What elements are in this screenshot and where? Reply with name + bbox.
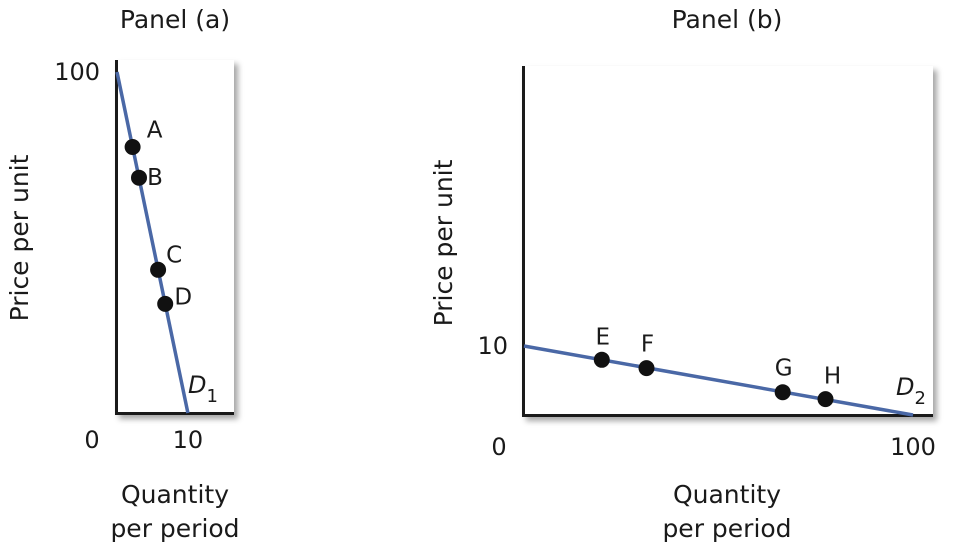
panel-a-plot-area [115,60,234,415]
panel-b: Panel (b) Price per unit Quantity per pe… [429,5,936,543]
panel-b-point-label-g: G [775,356,793,382]
panel-a-point-d [157,295,174,312]
panel-a-point-b [131,169,147,186]
panel-a-x-tick-label: 0 [84,426,99,454]
panel-a-point-label-b: B [147,165,163,191]
panel-b-x-tick-label: 100 [890,433,936,461]
panel-b-point-e [593,351,610,368]
panel-b-point-label-e: E [596,324,611,350]
panel-b-x-tick-label: 0 [491,433,506,461]
panel-b-demand-curve-d2 [523,344,914,417]
panel-a-title: Panel (a) [120,5,230,34]
panel-a-y-tick-label: 100 [54,58,100,86]
panel-b-point-h [817,391,834,408]
panel-b-plot-area [522,66,933,417]
panel-b-curve-label-subscript: 2 [914,388,925,409]
panel-a-y-axis-label: Price per unit [5,154,34,321]
panel-b-title: Panel (b) [672,5,783,34]
panel-b-point-label-h: H [824,364,841,390]
panel-b-x-axis-label-line2: per period [662,514,791,543]
panel-a-x-tick-label: 10 [173,426,204,454]
panel-a-x-axis-label-line1: Quantity [121,480,229,509]
panel-b-point-g [774,384,791,401]
panel-a-point-label-c: C [166,242,182,268]
panel-a-x-axis-label-line2: per period [110,514,239,543]
panel-b-y-tick-label: 10 [477,332,508,360]
panel-b-y-axis-label: Price per unit [429,159,458,326]
panel-b-point-label-f: F [641,332,654,358]
panel-a: Panel (a) Price per unit Quantity per pe… [5,5,240,543]
panel-a-demand-curve-d1 [115,71,190,414]
panel-a-point-label-d: D [174,284,192,310]
panel-b-point-f [638,360,655,377]
panel-a-point-c [150,261,167,278]
panel-a-curve-label-subscript: 1 [206,386,217,407]
panel-a-point-label-a: A [147,118,163,144]
panel-b-x-axis-label-line1: Quantity [673,480,781,509]
panel-a-point-a [124,139,141,155]
